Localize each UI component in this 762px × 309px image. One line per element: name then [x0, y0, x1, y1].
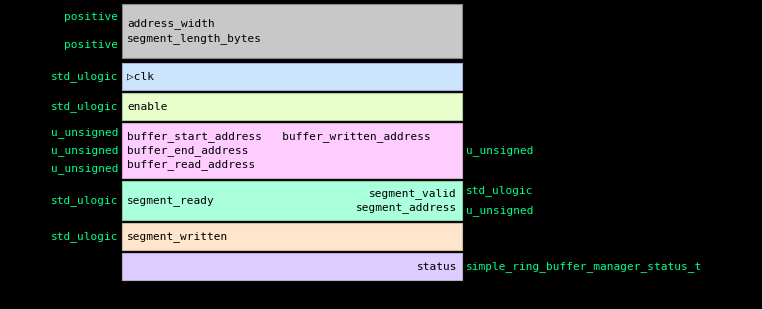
Text: positive: positive — [64, 12, 118, 23]
Text: std_ulogic: std_ulogic — [50, 231, 118, 242]
Bar — [122, 63, 462, 90]
Text: u_unsigned: u_unsigned — [466, 145, 533, 156]
Text: std_ulogic: std_ulogic — [50, 195, 118, 206]
Text: segment_valid
segment_address: segment_valid segment_address — [356, 188, 457, 213]
Text: segment_ready: segment_ready — [127, 195, 215, 206]
Text: std_ulogic: std_ulogic — [50, 101, 118, 112]
Text: u_unsigned: u_unsigned — [50, 163, 118, 174]
Text: u_unsigned: u_unsigned — [50, 145, 118, 156]
Text: buffer_start_address   buffer_written_address
buffer_end_address
buffer_read_add: buffer_start_address buffer_written_addr… — [127, 131, 431, 170]
Text: std_ulogic: std_ulogic — [466, 185, 533, 196]
Text: ▷clk: ▷clk — [127, 71, 154, 82]
Bar — [122, 4, 462, 58]
Text: std_ulogic: std_ulogic — [50, 71, 118, 82]
Text: u_unsigned: u_unsigned — [466, 205, 533, 216]
Text: address_width
segment_length_bytes: address_width segment_length_bytes — [127, 19, 262, 44]
Text: simple_ring_buffer_manager_status_t: simple_ring_buffer_manager_status_t — [466, 261, 703, 272]
Bar — [122, 181, 462, 220]
Text: segment_written: segment_written — [127, 231, 229, 242]
Text: u_unsigned: u_unsigned — [50, 127, 118, 138]
Text: enable: enable — [127, 101, 168, 112]
Bar — [122, 223, 462, 250]
Bar — [122, 93, 462, 120]
Bar — [122, 123, 462, 178]
Text: status: status — [417, 261, 457, 272]
Bar — [122, 253, 462, 280]
Text: positive: positive — [64, 40, 118, 49]
